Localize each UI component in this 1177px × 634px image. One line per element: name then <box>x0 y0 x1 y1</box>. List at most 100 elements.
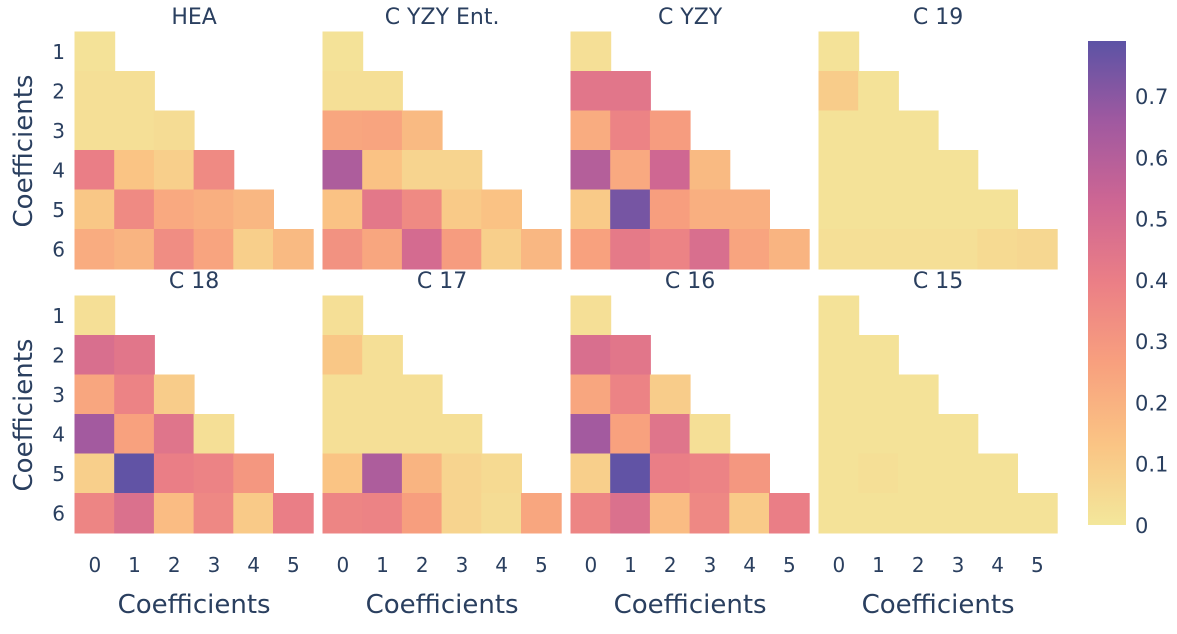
colorbar-gradient <box>1088 41 1126 525</box>
heatmap-cell <box>74 189 116 230</box>
heatmap-cell <box>233 229 274 270</box>
heatmap-cell <box>233 189 274 230</box>
heatmap-cell <box>322 414 364 455</box>
heatmap-cell <box>610 493 651 534</box>
heatmap-cell <box>897 493 939 534</box>
heatmap-cell <box>74 374 116 415</box>
heatmap-cell <box>570 414 612 455</box>
heatmap-cell <box>769 229 810 270</box>
heatmap-cell <box>322 335 364 376</box>
heatmap-cell <box>858 453 899 494</box>
heatmap-cell <box>649 414 691 455</box>
heatmap-cell <box>689 414 731 455</box>
heatmap-cell <box>362 374 403 415</box>
heatmap-cell <box>362 414 403 455</box>
heatmap-cell <box>322 31 364 72</box>
heatmap-cell <box>114 374 155 415</box>
heatmap-cell <box>441 189 483 230</box>
x-tick-label: 4 <box>495 553 508 577</box>
x-tick-label: 0 <box>832 553 845 577</box>
x-tick-label: 4 <box>247 553 260 577</box>
heatmap-cell <box>322 71 364 112</box>
heatmap-cell <box>114 71 155 112</box>
heatmap-cell <box>937 493 979 534</box>
heatmap-cell <box>521 493 562 534</box>
heatmap-cell <box>818 71 860 112</box>
heatmap-cell <box>114 110 155 151</box>
heatmap-cell <box>897 374 939 415</box>
x-tick-label: 5 <box>783 553 796 577</box>
heatmap-cell <box>689 229 731 270</box>
heatmap-cell <box>649 374 691 415</box>
heatmap-cell <box>937 453 979 494</box>
heatmap-cell <box>818 374 860 415</box>
heatmap-cell <box>74 150 116 191</box>
heatmap-cell <box>729 229 770 270</box>
heatmap-cell <box>233 493 274 534</box>
heatmap-cell <box>362 453 403 494</box>
heatmap-cell <box>153 110 195 151</box>
heatmap-cell <box>401 189 443 230</box>
heatmap-cell <box>233 453 274 494</box>
x-tick-label: 2 <box>664 553 677 577</box>
heatmap-cell <box>74 335 116 376</box>
heatmap-cell <box>401 374 443 415</box>
heatmap-cell <box>570 189 612 230</box>
x-axis-title: Coefficients <box>366 590 519 620</box>
heatmap-cell <box>322 453 364 494</box>
heatmap-cell <box>610 229 651 270</box>
heatmap-cell <box>570 110 612 151</box>
heatmap-cell <box>401 229 443 270</box>
panel-c-yzy-ent: C YZY Ent. <box>322 5 562 270</box>
y-tick-label: 3 <box>52 383 65 407</box>
heatmap-cell <box>401 414 443 455</box>
colorbar: 0 0.1 0.2 0.3 0.4 0.5 0.6 0.7 <box>1088 41 1168 538</box>
heatmap-cell <box>897 189 939 230</box>
heatmap-cell <box>610 453 651 494</box>
heatmap-cell <box>649 493 691 534</box>
heatmap-cell <box>818 493 860 534</box>
colorbar-tick-label: 0.4 <box>1135 269 1168 293</box>
heatmap-cell <box>897 150 939 191</box>
heatmap-cell <box>818 150 860 191</box>
heatmap-cell <box>193 414 235 455</box>
panel-c-17: C 17 0 1 2 3 4 5 <box>322 269 562 577</box>
heatmap-cell <box>74 414 116 455</box>
heatmap-cell <box>362 493 403 534</box>
heatmap-cell <box>322 229 364 270</box>
heatmap-cell <box>649 150 691 191</box>
colorbar-tick-label: 0.5 <box>1135 208 1168 232</box>
heatmap-cell <box>74 110 116 151</box>
heatmap-cell <box>610 414 651 455</box>
heatmap-cell <box>858 414 899 455</box>
heatmap-cell <box>193 189 235 230</box>
heatmap-cell <box>570 453 612 494</box>
heatmap-cell <box>858 150 899 191</box>
heatmap-cell <box>193 229 235 270</box>
heatmap-cell <box>649 229 691 270</box>
heatmap-cell <box>610 335 651 376</box>
panel-c-yzy: C YZY <box>570 5 810 270</box>
heatmap-cell <box>858 229 899 270</box>
x-tick-label: 2 <box>416 553 429 577</box>
heatmap-cell <box>481 453 522 494</box>
panel-hea: HEA 1 2 3 4 5 6 <box>52 5 314 270</box>
heatmap-cell <box>858 110 899 151</box>
heatmap-cell <box>193 493 235 534</box>
heatmap-cell <box>1017 493 1058 534</box>
heatmap-cell <box>362 229 403 270</box>
x-tick-label: 1 <box>376 553 389 577</box>
panel-c-19: C 19 <box>818 5 1058 270</box>
heatmap-cell <box>153 374 195 415</box>
x-tick-label: 5 <box>535 553 548 577</box>
heatmap-cell <box>689 189 731 230</box>
x-axis-title: Coefficients <box>614 590 767 620</box>
heatmap-cell <box>153 493 195 534</box>
panel-c-18: C 18 1 2 3 4 5 6 0 1 2 3 4 5 <box>52 269 314 577</box>
heatmap-cell <box>570 493 612 534</box>
panel-title: C 17 <box>417 269 467 294</box>
x-tick-label: 5 <box>287 553 300 577</box>
heatmap-cell <box>937 229 979 270</box>
heatmap-cell <box>401 493 443 534</box>
